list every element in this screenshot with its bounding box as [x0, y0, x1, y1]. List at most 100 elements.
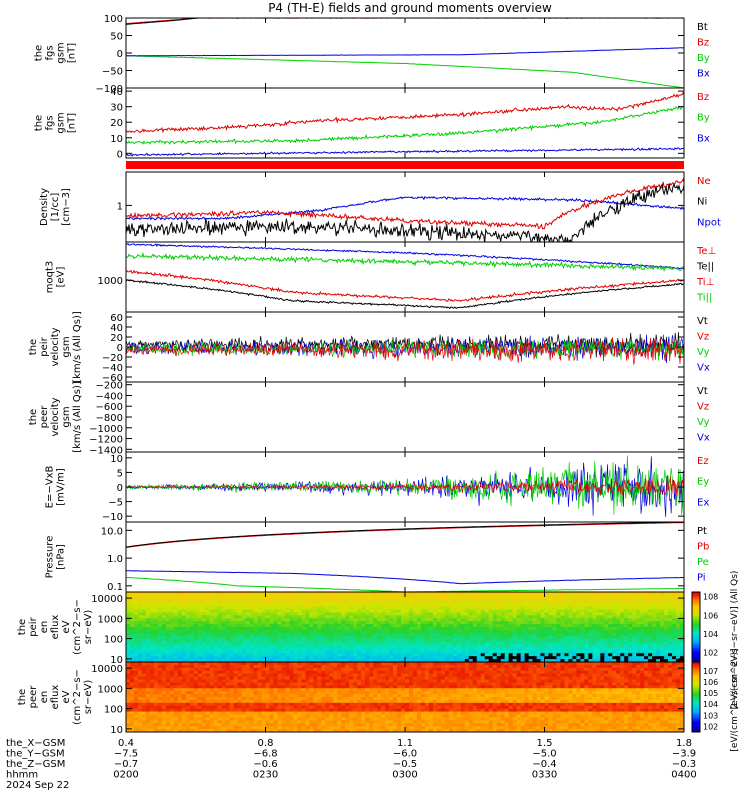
eph-value-1-1: −6.8: [253, 749, 277, 760]
ytick-label: 40: [110, 323, 123, 334]
panel-data-p5: [126, 332, 684, 365]
legend-p6-3: Vx: [697, 433, 710, 444]
ytick-label: 10.0: [101, 526, 123, 537]
series-pt: [126, 522, 684, 548]
ylabel-p9: thepeirenefluxeV(cm^2−s−sr−eV): [17, 599, 94, 655]
legend-p1-2: By: [697, 53, 710, 64]
ytick-label: 100: [104, 635, 123, 646]
ylabel-p6: thepeervelocitygsm[km/s (All Qs)]: [28, 381, 83, 453]
legend-p6-0: Vt: [697, 386, 708, 397]
eph-value-1-3: −5.0: [532, 749, 556, 760]
ytick-label: 20: [110, 333, 123, 344]
eph-value-0-2: 1.1: [397, 738, 413, 749]
eph-value-2-4: −0.3: [672, 759, 696, 770]
panel-frame: [125, 521, 685, 593]
legend-p6-1: Vz: [697, 402, 709, 413]
panel-p4: 1000 moqt3[eV] Te⊥ Te|| Ti⊥ Ti||: [45, 241, 716, 313]
ytick-label: 1000: [98, 614, 123, 625]
ylabel-p3: Density[1/cc][cm−3]: [39, 188, 72, 226]
ytick-label: 1000: [98, 276, 123, 287]
eph-value-0-1: 0.8: [258, 738, 274, 749]
panel-p9: 10000 1000 100 10 thepeirenefluxeV(cm^2−s−sr…: [17, 571, 740, 710]
panel-data-p10: [126, 662, 684, 732]
ytick-label: 10000: [91, 664, 123, 675]
ytick-label: 1000: [98, 684, 123, 695]
ytick-label: 1.0: [107, 554, 123, 565]
eph-value-2-1: −0.6: [253, 759, 277, 770]
legend-p7-0: Ez: [697, 456, 709, 467]
legend-p2-2: Bx: [697, 133, 710, 144]
panel-data-p9: [126, 592, 684, 662]
eph-value-2-3: −0.4: [532, 759, 556, 770]
legend-p5-0: Vt: [697, 316, 708, 327]
panel-data-p2: [126, 91, 684, 157]
panel-p10: 10000 1000 100 10 thepeerenefluxeV(cm^2−s−sr…: [17, 648, 740, 751]
ytick-label: 20: [110, 118, 123, 129]
ytick-label: 0.1: [107, 582, 123, 593]
panel-p7: 10 5 0 −5 −10 E=−VxB[mV/m] Ez Ey Ex: [45, 451, 709, 523]
date-label: 2024 Sep 22: [6, 780, 69, 791]
ytick-label: 100: [104, 705, 123, 716]
ytick-label: 10: [110, 454, 123, 465]
eph-value-0-3: 1.5: [537, 738, 553, 749]
panels-group: 100500−50−100thefgsgsm[nT]BtBzByBx403020…: [17, 14, 740, 752]
ytick-label: 0: [117, 149, 123, 160]
panel-p6: −200−400−600−800−1000−1200−1400 thepeerve…: [28, 381, 710, 457]
ytick-label: 0: [117, 49, 123, 60]
ytick-label: −1200: [89, 435, 123, 446]
legend-p1-3: Bx: [697, 69, 710, 80]
ytick-label: 50: [110, 32, 123, 43]
colorbar-tick: 102: [703, 649, 718, 658]
series-te-par-black: [126, 279, 684, 310]
eph-value-2-2: −0.5: [393, 759, 417, 770]
ytick-label: −1400: [89, 445, 123, 456]
ytick-label: −10: [102, 512, 123, 523]
colorbar-label: [eV/(cm^2−s−sr−eV)] (All Qs): [730, 571, 740, 710]
eph-value-0-0: 0.4: [118, 738, 134, 749]
plot-title: P4 (TH-E) fields and ground moments over…: [268, 1, 552, 15]
panel-frame: [125, 17, 685, 89]
ylabel-p10: thepeerenefluxeV(cm^2−s−sr−eV): [17, 669, 94, 725]
panel-data-p1: [126, 18, 684, 88]
eph-value-3-1: 0230: [253, 770, 278, 781]
x-axis-ephemeris: the_X−GSM 0.4 0.8 1.1 1.5 1.8 the_Y−GSM −7.5 −6.…: [6, 738, 697, 791]
legend-p3-2: Npot: [697, 217, 721, 228]
eph-label-3: hhmm: [6, 770, 38, 781]
eph-label-0: the_X−GSM: [6, 738, 65, 749]
series-by: [126, 105, 684, 145]
eph-value-1-4: −3.9: [672, 749, 696, 760]
series-bz: [126, 91, 684, 134]
ytick-label: 10000: [91, 594, 123, 605]
colorbar-tick: 102: [703, 722, 718, 731]
legend-p5-2: Vy: [697, 347, 710, 358]
legend-p7-1: Ey: [697, 477, 709, 488]
series-ti-par: [126, 251, 684, 272]
ytick-label: 10: [110, 655, 123, 666]
colorbar-tick: 103: [703, 711, 718, 720]
series-ni: [126, 182, 684, 242]
colorbar-label: [eV/(cm^2−s−sr−eV)]: [730, 648, 740, 751]
ytick-label: 5: [117, 468, 123, 479]
eph-value-3-3: 0330: [532, 770, 557, 781]
ytick-label: 0: [117, 343, 123, 354]
colorbar-tick: 107: [703, 667, 718, 676]
eph-value-3-0: 0200: [113, 770, 138, 781]
legend-p5-1: Vz: [697, 332, 709, 343]
panel-frame: [125, 381, 685, 453]
panel-p8: 10.0 1.0 0.1 Pressure[nPa] Pt Pb Pe Pi: [45, 521, 709, 593]
ytick-label: −40: [102, 363, 123, 374]
panel-p2: 40 30 20 10 0 thefgsgsm[nT] Bz By Bx: [34, 87, 710, 160]
panel-data-p4: [126, 243, 684, 310]
legend-p4-0: Te⊥: [696, 246, 716, 257]
series-vz: [126, 337, 684, 365]
colorbar-tick: 105: [703, 689, 718, 698]
ylabel-p5: thepeirvelocitygsm[km/s (All Qs)]: [28, 311, 83, 383]
ytick-label: 30: [110, 103, 123, 114]
ylabel-p7: E=−VxB[mV/m]: [45, 466, 67, 509]
ytick-label: −200: [96, 381, 123, 392]
ytick-label: 0: [117, 483, 123, 494]
legend-p4-1: Te||: [696, 262, 714, 273]
ytick-label: −800: [96, 413, 123, 424]
